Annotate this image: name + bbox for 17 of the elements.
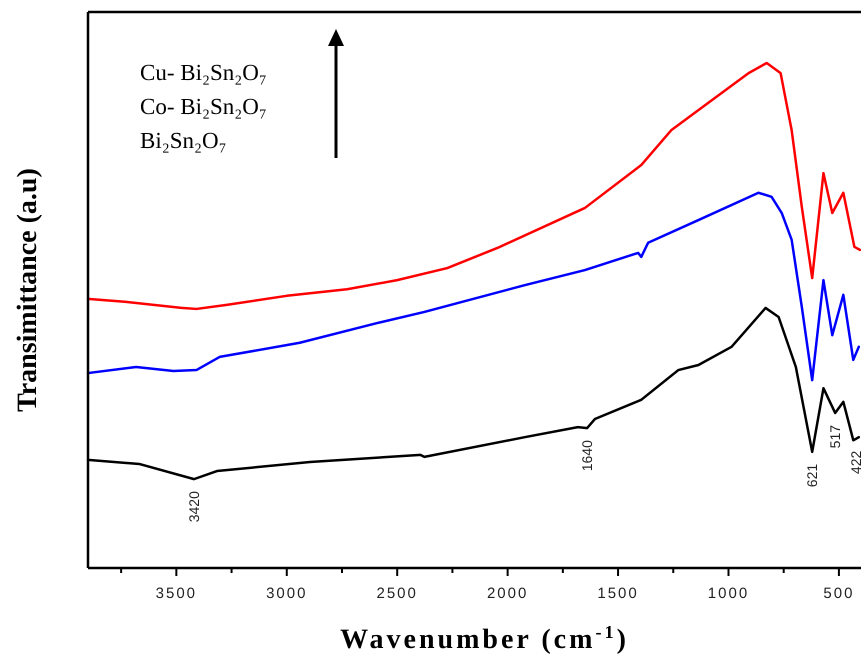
annotation: Bi₂Sn₂O₇ — [140, 128, 227, 153]
x-tick-label: 3000 — [266, 585, 308, 602]
annotation: Cu- Bi₂Sn₂O₇ — [140, 60, 267, 85]
x-tick-label: 500 — [823, 585, 854, 602]
annotation: Co- Bi₂Sn₂O₇ — [140, 94, 267, 119]
y-axis-title: Transimittance (a.u) — [12, 168, 43, 412]
annotation: 1640 — [579, 440, 596, 472]
annotation: 517 — [827, 424, 844, 448]
x-tick-label: 3500 — [156, 585, 198, 602]
annotation: 3420 — [186, 490, 202, 522]
annotation: 621 — [804, 464, 820, 488]
x-tick-label: 2000 — [486, 585, 528, 602]
x-axis-title: Wavenumber (cm$^{-1}$) — [340, 622, 629, 655]
annotation: 422 — [848, 450, 861, 474]
x-tick-label: 1500 — [597, 585, 639, 602]
x-tick-label: 1000 — [708, 585, 750, 602]
x-tick-label: 2500 — [376, 585, 418, 602]
